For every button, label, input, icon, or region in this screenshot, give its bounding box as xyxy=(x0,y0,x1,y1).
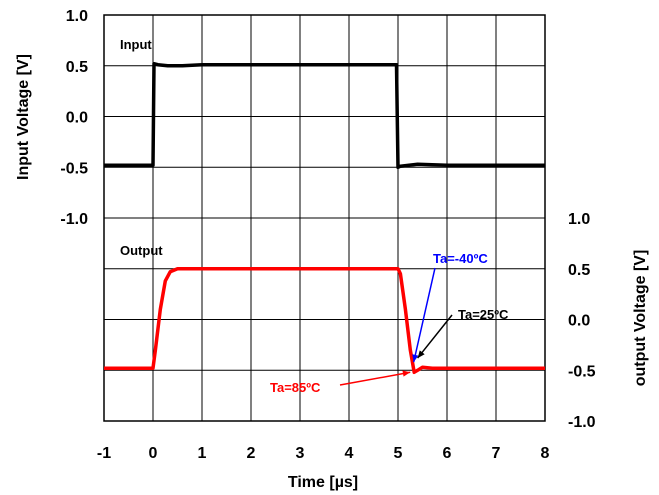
x-tick-label: 3 xyxy=(296,445,305,462)
x-tick-label: 5 xyxy=(394,445,403,462)
y-axis-title-right: output Voltage [V] xyxy=(632,250,649,387)
annotation-label: Ta=25ºC xyxy=(458,307,509,322)
annotation-arrow xyxy=(339,371,411,386)
y-tick-label: 1.0 xyxy=(66,8,88,25)
annotation-arrowhead xyxy=(412,354,419,363)
panel-label-input: Input xyxy=(120,37,152,52)
y-tick-label: -0.5 xyxy=(568,363,596,380)
y-tick-label: -1.0 xyxy=(568,414,596,431)
x-tick-label: 6 xyxy=(443,445,452,462)
annotation-arrowhead xyxy=(417,350,425,359)
x-tick-label: 4 xyxy=(345,445,354,462)
y-tick-label: 0.0 xyxy=(66,110,88,127)
series-line-input xyxy=(104,61,545,170)
x-tick-label: -1 xyxy=(97,445,111,462)
tick-labels: -1 0 1 2 3 4 5 6 7 8 1.0 0.5 0.0 -0.5 -1.0 1.0 0.5 0.0 -0.… xyxy=(60,8,595,462)
y-tick-label: 0.5 xyxy=(568,262,590,279)
annotation-label: Ta=85ºC xyxy=(270,380,321,395)
y-axis-title-left: Input Voltage [V] xyxy=(15,54,32,180)
y-tick-label: 0.0 xyxy=(568,313,590,330)
series-line-output xyxy=(104,267,545,375)
series-layer xyxy=(104,61,545,375)
annotation-arrow xyxy=(417,314,453,359)
annotation-arrowhead xyxy=(402,370,411,377)
y-tick-label: -0.5 xyxy=(60,160,88,177)
y-tick-label: -1.0 xyxy=(60,211,88,228)
x-axis-title: Time [µs] xyxy=(288,474,358,491)
annotation-arrow xyxy=(412,267,436,363)
x-tick-label: 8 xyxy=(541,445,550,462)
x-tick-label: 2 xyxy=(247,445,256,462)
grid xyxy=(103,14,546,422)
y-tick-label: 1.0 xyxy=(568,211,590,228)
y-tick-label: 0.5 xyxy=(66,59,88,76)
plot-frame xyxy=(103,14,546,422)
panel-label-output: Output xyxy=(120,243,163,258)
annotations: Ta=-40ºC Ta=25ºC Ta=85ºC xyxy=(270,251,509,395)
x-tick-label: 0 xyxy=(149,445,158,462)
x-tick-label: 1 xyxy=(198,445,207,462)
x-tick-label: 7 xyxy=(492,445,501,462)
annotation-label: Ta=-40ºC xyxy=(433,251,488,266)
